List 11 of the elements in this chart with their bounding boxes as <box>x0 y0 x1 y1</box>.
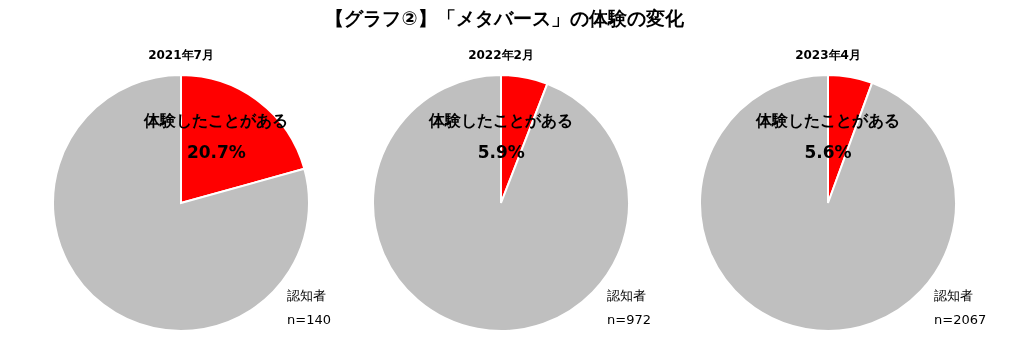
text: n=972 <box>607 312 651 327</box>
text: 【グラフ②】「メタバース」の体験の変化 <box>325 7 685 29</box>
chart-title: 2022年2月 <box>468 48 534 62</box>
text: 認知者 <box>934 288 973 303</box>
chart-title: 2021年7月 <box>148 48 214 62</box>
text: n=140 <box>287 312 331 327</box>
data-label: 20.7% <box>186 142 246 162</box>
text: 認知者 <box>607 288 646 303</box>
chart-title: 2023年4月 <box>795 48 861 62</box>
text: 認知者 <box>287 288 326 303</box>
text: n=2067 <box>934 312 987 327</box>
